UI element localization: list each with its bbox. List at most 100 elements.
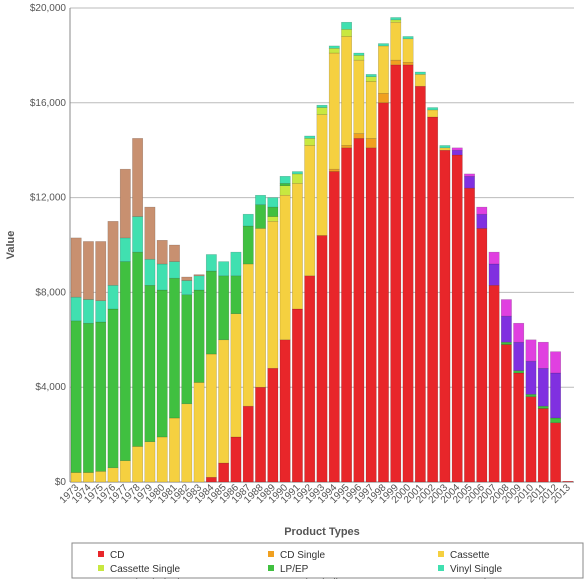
bar-segment	[562, 481, 574, 483]
bar-segment	[341, 145, 352, 149]
bar-segment	[537, 405, 549, 409]
bar-segment	[513, 372, 525, 483]
bar-segment	[267, 197, 279, 208]
bar-segment	[378, 45, 389, 94]
bar-segment	[550, 372, 561, 419]
bar-segment	[267, 221, 279, 369]
bar-segment	[169, 261, 180, 279]
bar-segment	[304, 135, 316, 139]
legend-swatch	[438, 565, 444, 571]
legend-label: CD Single	[280, 550, 325, 561]
bar-segment	[255, 204, 266, 229]
bar-segment	[205, 353, 217, 478]
legend-swatch	[98, 551, 104, 557]
bar-segment	[107, 308, 119, 469]
bar-segment	[439, 147, 451, 151]
bar-segment	[513, 341, 525, 371]
bar-segment	[279, 339, 291, 483]
bar-segment	[316, 235, 328, 483]
bar-segment	[230, 275, 242, 314]
bar-segment	[70, 472, 82, 483]
bar-segment	[500, 315, 512, 343]
bar-segment	[230, 436, 242, 483]
bar-segment	[132, 216, 144, 253]
y-tick-label: $4,000	[35, 382, 66, 393]
bar-segment	[427, 116, 439, 483]
legend-label: CD	[110, 550, 124, 561]
bar-segment	[476, 213, 488, 229]
bar-segment	[144, 441, 156, 483]
y-axis-label: Value	[5, 231, 17, 260]
bar-segment	[451, 149, 463, 156]
bar-segment	[378, 43, 389, 47]
bar-segment	[230, 251, 242, 277]
legend-swatch	[98, 565, 104, 571]
bar-segment	[70, 237, 82, 298]
bar-segment	[402, 64, 414, 483]
bar-segment	[390, 21, 402, 61]
y-tick-label: $0	[55, 477, 67, 488]
bar-segment	[390, 17, 402, 21]
bar-segment	[464, 173, 475, 177]
bar-segment	[205, 270, 217, 355]
bar-segment	[144, 258, 156, 286]
bar-segment	[427, 109, 439, 118]
bar-segment	[95, 241, 107, 301]
bar-segment	[488, 251, 500, 265]
legend-label: LP/EP	[280, 564, 309, 575]
bar-segment	[390, 19, 402, 23]
bar-segment	[156, 436, 168, 483]
bar-segment	[304, 275, 316, 483]
bar-segment	[390, 64, 402, 483]
bar-segment	[169, 244, 180, 262]
bar-segment	[83, 241, 94, 300]
bar-segment	[218, 339, 230, 464]
bar-segment	[328, 171, 340, 483]
bar-segment	[341, 36, 352, 146]
bar-segment	[328, 52, 340, 170]
bar-segment	[365, 138, 377, 149]
bar-segment	[107, 467, 119, 483]
bar-segment	[119, 168, 131, 239]
bar-segment	[341, 147, 352, 483]
bar-segment	[525, 394, 537, 397]
bar-segment	[365, 74, 377, 77]
bar-segment	[193, 274, 205, 277]
bar-segment	[205, 477, 217, 483]
bar-segment	[169, 417, 180, 483]
bar-segment	[390, 59, 402, 66]
bar-segment	[107, 221, 119, 286]
bar-segment	[119, 460, 131, 483]
bar-segment	[255, 194, 266, 205]
bar-segment	[132, 251, 144, 447]
bar-segment	[132, 138, 144, 217]
bar-segment	[464, 176, 475, 189]
bar-segment	[292, 171, 303, 175]
bar-segment	[279, 185, 291, 196]
bar-segment	[402, 62, 414, 66]
bar-segment	[169, 277, 180, 419]
bar-segment	[525, 339, 537, 362]
bar-segment	[525, 360, 537, 395]
bar-segment	[230, 313, 242, 438]
bar-segment	[242, 405, 254, 483]
bar-segment	[70, 296, 82, 322]
bar-segment	[83, 299, 94, 324]
bar-segment	[500, 341, 512, 345]
bar-segment	[144, 206, 156, 260]
bar-segment	[242, 263, 254, 407]
bar-segment	[193, 275, 205, 291]
bar-segment	[316, 114, 328, 236]
bar-segment	[550, 351, 561, 374]
bar-segment	[353, 55, 365, 61]
bar-segment	[292, 308, 303, 483]
bar-segment	[181, 403, 193, 483]
bar-segment	[378, 102, 389, 483]
legend-swatch	[268, 565, 274, 571]
bar-segment	[476, 228, 488, 483]
bar-segment	[107, 285, 119, 310]
bar-segment	[500, 344, 512, 483]
bar-segment	[267, 206, 279, 217]
bar-segment	[292, 173, 303, 184]
